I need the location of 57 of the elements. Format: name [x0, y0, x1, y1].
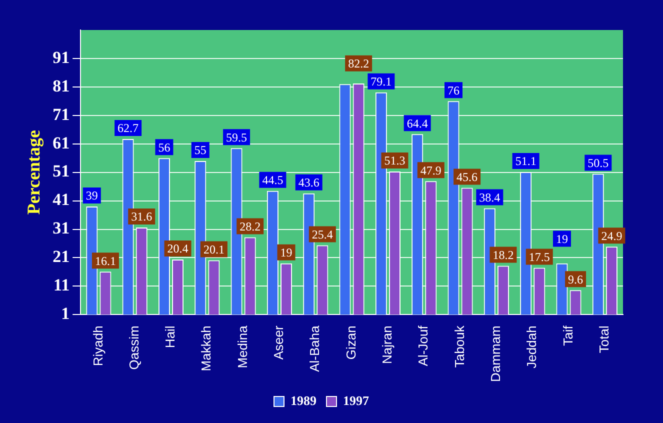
y-tick-label: 31	[52, 218, 70, 238]
y-tick-label: 91	[52, 48, 70, 67]
data-label: 17.5	[528, 250, 550, 264]
legend-label: 1997	[343, 392, 370, 408]
data-label: 39	[86, 188, 98, 203]
data-label: 18.2	[492, 248, 514, 262]
data-label: 31.6	[131, 210, 152, 224]
data-label: 44.5	[262, 172, 284, 187]
y-tick-label: 1	[61, 304, 70, 324]
x-tick-label: Najran	[380, 326, 395, 364]
data-label: 20.4	[167, 242, 188, 256]
data-label: 16.1	[94, 254, 116, 268]
x-tick-label: Riyadh	[90, 326, 106, 366]
data-label: 79.1	[370, 74, 392, 88]
x-tick-label: Hail	[162, 326, 178, 348]
y-tick-label: 51	[52, 162, 70, 181]
data-label: 38.4	[479, 190, 500, 204]
data-label: 45.6	[456, 170, 478, 184]
y-tick-label: 11	[54, 276, 70, 295]
legend-label: 1989	[290, 392, 317, 408]
y-tick-label: 71	[52, 104, 70, 124]
y-axis-title: Percentage	[23, 130, 44, 215]
x-tick-label: Qassim	[126, 326, 142, 370]
data-label: 9.6	[568, 272, 584, 286]
data-label: 55	[194, 143, 206, 158]
x-tick-label: Medina	[234, 324, 250, 368]
data-label: 62.7	[118, 121, 139, 136]
data-label: 56	[158, 140, 170, 154]
x-tick-label: Al-Jouf	[416, 325, 431, 366]
x-tick-label: Gizan	[343, 326, 358, 360]
y-tick-label: 81	[52, 76, 70, 96]
data-label: 24.9	[601, 228, 622, 243]
x-tick-label: Taif	[560, 325, 576, 346]
data-label: 51.1	[515, 154, 536, 168]
x-tick-label: Al-Baha	[307, 324, 322, 372]
y-tick-label: 21	[52, 247, 70, 266]
data-label: 51.3	[384, 154, 406, 168]
data-label: 47.9	[420, 163, 442, 178]
x-tick-label: Total	[596, 326, 612, 354]
y-tick-label: 41	[52, 190, 70, 210]
data-label: 19	[556, 232, 568, 246]
data-label: 64.4	[406, 116, 428, 130]
data-label: 25.4	[312, 227, 333, 242]
x-tick-label: Makkah	[198, 326, 214, 372]
x-tick-label: Dammam	[488, 326, 504, 382]
data-label: 19	[280, 246, 292, 260]
data-label: 43.6	[298, 176, 320, 190]
data-label: 76	[448, 83, 460, 98]
y-tick-label: 61	[52, 133, 70, 152]
data-label: 20.1	[203, 242, 224, 256]
x-tick-label: Tabouk	[452, 325, 467, 368]
data-label: 28.2	[240, 219, 261, 234]
x-tick-label: Jeddah	[524, 326, 540, 368]
data-label: 50.5	[588, 156, 609, 170]
data-label: 82.2	[348, 56, 370, 70]
x-tick-label: Aseer	[271, 325, 286, 360]
data-label: 59.5	[226, 130, 248, 144]
